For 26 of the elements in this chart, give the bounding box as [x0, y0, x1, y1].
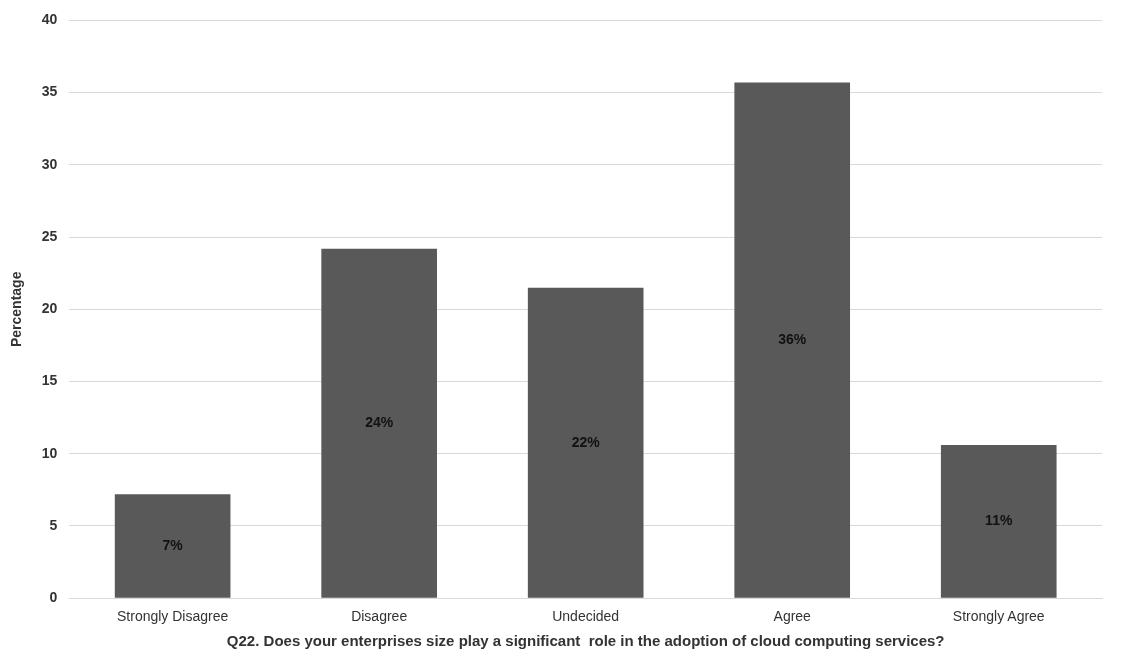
bar: [114, 494, 231, 598]
x-tick-label: Disagree: [351, 608, 408, 625]
bar: [940, 445, 1057, 598]
x-tick-label: Undecided: [552, 608, 620, 625]
data-label: 22%: [571, 433, 601, 450]
x-axis-title: Q22. Does your enterprises size play a significant role in the adoption of cloud computing services?: [226, 632, 945, 650]
y-tick-label: 15: [41, 372, 58, 389]
data-label: 24%: [365, 414, 394, 431]
y-tick-label: 30: [41, 155, 58, 172]
y-tick-label: 40: [41, 11, 58, 28]
y-tick-label: 25: [41, 227, 58, 244]
y-axis-title: Percentage: [8, 271, 25, 348]
y-tick-label: 20: [41, 300, 58, 317]
x-tick-label: Agree: [773, 608, 812, 625]
data-label: 7%: [162, 536, 184, 553]
bar: [321, 248, 437, 598]
y-tick-label: 10: [41, 444, 58, 461]
y-tick-label: 35: [41, 83, 58, 100]
bar: [527, 287, 644, 598]
x-tick-label: Strongly Disagree: [116, 608, 229, 625]
data-label: 36%: [778, 330, 807, 347]
y-tick-label: 0: [49, 589, 58, 606]
bar: [734, 82, 851, 598]
y-tick-label: 5: [49, 516, 58, 533]
data-label: 11%: [985, 512, 1013, 529]
x-tick-label: Strongly Agree: [952, 608, 1045, 625]
